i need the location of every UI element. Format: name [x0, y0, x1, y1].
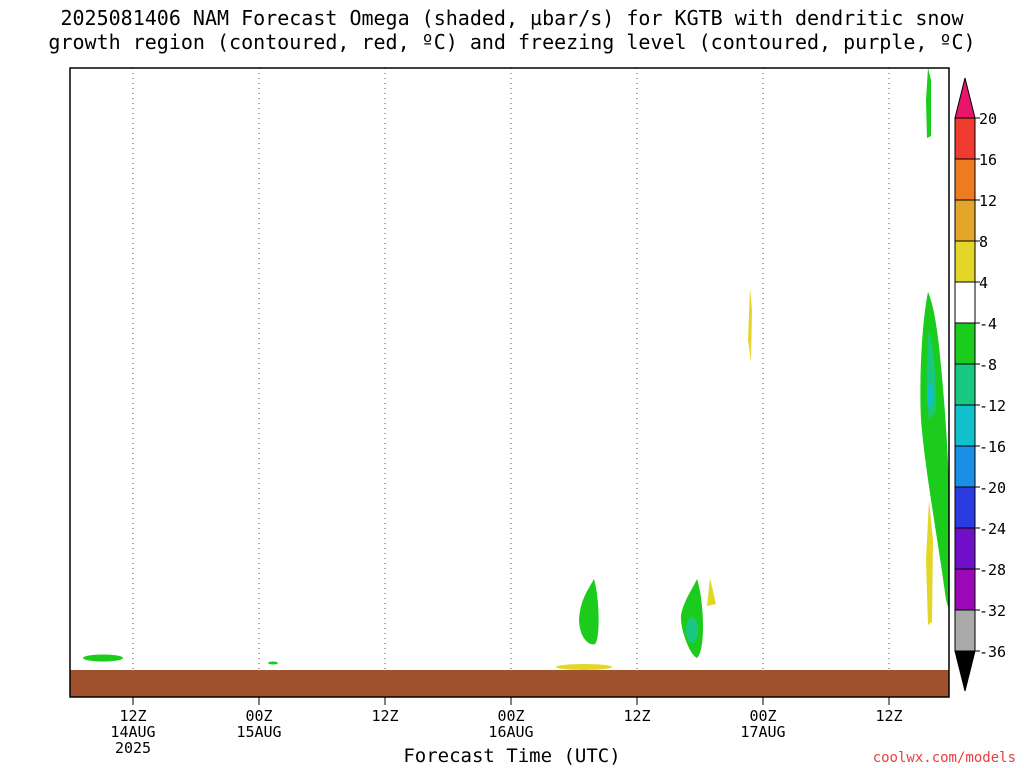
colorbar-label: -24 [979, 520, 1006, 538]
colorbar-bin [954, 117, 976, 160]
colorbar-bin [954, 486, 976, 529]
omega-region [748, 288, 752, 362]
omega-region [83, 654, 123, 662]
x-tick-label: 12Z [875, 707, 902, 725]
colorbar-label: -8 [979, 356, 997, 374]
omega-region [556, 664, 612, 670]
colorbar-bin [954, 527, 976, 570]
chart-title-line1: 2025081406 NAM Forecast Omega (shaded, µ… [60, 6, 964, 30]
colorbar-arrow-bottom [954, 650, 976, 692]
omega-region [268, 661, 278, 665]
colorbar-label: 16 [979, 151, 997, 169]
omega-region [926, 500, 933, 625]
omega-region [926, 68, 931, 138]
colorbar-label: -20 [979, 479, 1006, 497]
colorbar-label: 20 [979, 110, 997, 128]
ground-fill [70, 670, 949, 697]
plot-frame [69, 67, 950, 698]
colorbar-bin [954, 404, 976, 447]
colorbar-label: -36 [979, 643, 1006, 661]
colorbar-label: 8 [979, 233, 988, 251]
colorbar-label: -28 [979, 561, 1006, 579]
x-tick-label: 12Z [623, 707, 650, 725]
chart-title-line2: growth region (contoured, red, ºC) and f… [48, 30, 976, 54]
plot-background [70, 68, 949, 697]
omega-region [927, 383, 933, 407]
colorbar-label: 4 [979, 274, 988, 292]
omega-shading [83, 68, 949, 670]
x-tick-label: 12Z [371, 707, 398, 725]
omega-region [579, 579, 599, 645]
omega-region [686, 617, 698, 643]
colorbar-bin [954, 322, 976, 365]
omega-region [707, 578, 716, 606]
colorbar-label: -12 [979, 397, 1006, 415]
colorbar-label: -16 [979, 438, 1006, 456]
x-tick-label: 00Z [497, 707, 524, 725]
x-tick-date: 15AUG [236, 723, 281, 741]
colorbar-bin [954, 199, 976, 242]
x-tick-year: 2025 [115, 739, 151, 757]
colorbar-bin [954, 445, 976, 488]
colorbar: 20 16 12 8 4 -4 -8 -12 -16 -20 -24 -28 -32 -36 [954, 77, 1006, 692]
colorbar-bin [954, 568, 976, 611]
colorbar-arrow-top [954, 77, 976, 119]
colorbar-label: -4 [979, 315, 997, 333]
colorbar-bin [954, 240, 976, 283]
x-tick-date: 14AUG [110, 723, 155, 741]
x-tick-label: 12Z [119, 707, 146, 725]
colorbar-bin [954, 609, 976, 652]
x-tick-date: 16AUG [488, 723, 533, 741]
colorbar-bin [954, 363, 976, 406]
x-tick-label: 00Z [245, 707, 272, 725]
x-tick-label: 00Z [749, 707, 776, 725]
colorbar-label: -32 [979, 602, 1006, 620]
credit-text: coolwx.com/models [872, 750, 1016, 766]
x-tick-date: 17AUG [740, 723, 785, 741]
x-axis-title: Forecast Time (UTC) [403, 745, 621, 767]
colorbar-bin [954, 158, 976, 201]
colorbar-bin [954, 281, 976, 324]
chart-title: 2025081406 NAM Forecast Omega (shaded, µ… [0, 6, 1024, 54]
colorbar-label: 12 [979, 192, 997, 210]
